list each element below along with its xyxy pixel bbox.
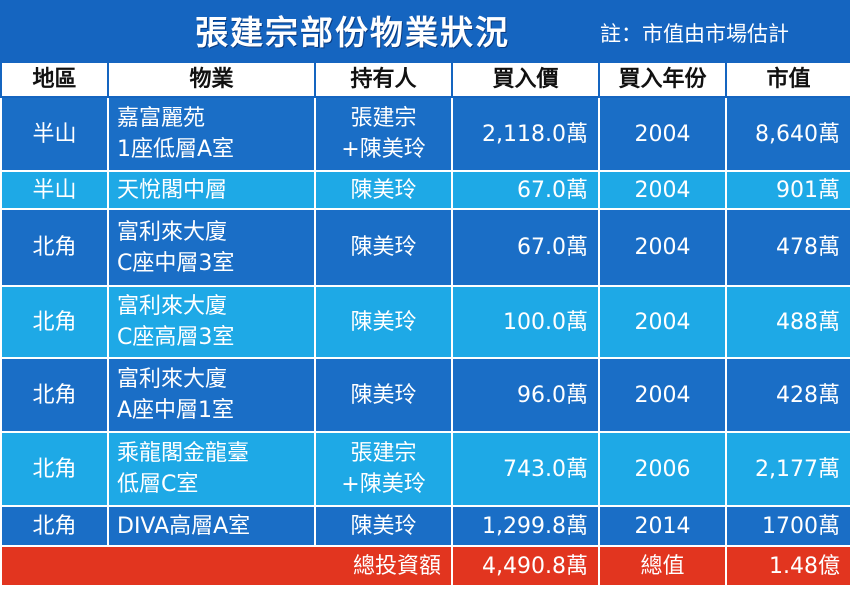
year-cell: 2004 (598, 96, 727, 172)
total-investment-value: 4,490.8萬 (451, 545, 600, 587)
owner-line: 陳美玲 (350, 382, 417, 408)
valuation-note: 註：市值由市場估計 (600, 22, 789, 46)
property-line: DIVA高層A室 (117, 513, 251, 539)
property-line: 富利來大廈 (117, 294, 228, 319)
table-row: 北角 富利來大廈 A座中層1室 陳美玲 96.0萬 2004 428萬 (0, 357, 850, 433)
total-row: 總投資額 4,490.8萬 總值 1.48億 (0, 545, 850, 587)
table-row: 北角 富利來大廈 C座高層3室 陳美玲 100.0萬 2004 488萬 (0, 285, 850, 359)
property-cell: 富利來大廈 A座中層1室 (107, 357, 316, 433)
column-header-value: 市值 (725, 61, 850, 98)
property-line: 1座低層A室 (117, 137, 235, 162)
price-cell: 96.0萬 (451, 357, 600, 433)
owner-line: 陳美玲 (350, 513, 417, 539)
property-line: 乘龍閣金龍臺 (117, 441, 250, 466)
year-cell: 2004 (598, 170, 727, 210)
property-line: 低層C室 (117, 472, 199, 497)
property-line: 嘉富麗苑 (117, 106, 206, 131)
page-title: 張建宗部份物業狀況 (195, 13, 510, 52)
owner-line: +陳美玲 (341, 472, 426, 497)
price-cell: 2,118.0萬 (451, 96, 600, 172)
value-cell: 428萬 (725, 357, 850, 433)
column-header-owner: 持有人 (314, 61, 453, 98)
price-cell: 1,299.8萬 (451, 505, 600, 547)
column-header-price: 買入價 (451, 61, 600, 98)
table-row: 北角 DIVA高層A室 陳美玲 1,299.8萬 2014 1700萬 (0, 505, 850, 547)
value-cell: 478萬 (725, 208, 850, 287)
district-cell: 半山 (0, 170, 109, 210)
property-line: A座中層1室 (117, 398, 235, 423)
owner-cell: 陳美玲 (314, 285, 453, 359)
year-cell: 2014 (598, 505, 727, 547)
owner-cell: 張建宗 +陳美玲 (314, 96, 453, 172)
owner-line: 陳美玲 (350, 235, 417, 260)
total-value-label: 總值 (598, 545, 727, 587)
property-cell: DIVA高層A室 (107, 505, 316, 547)
table-header-row: 地區 物業 持有人 買入價 買入年份 市值 (0, 61, 850, 98)
owner-line: 陳美玲 (350, 309, 417, 335)
column-header-property: 物業 (107, 61, 316, 98)
total-investment-label: 總投資額 (0, 545, 453, 587)
value-cell: 488萬 (725, 285, 850, 359)
owner-cell: 陳美玲 (314, 208, 453, 287)
owner-line: 張建宗 (350, 441, 417, 466)
column-header-year: 買入年份 (598, 61, 727, 98)
owner-cell: 陳美玲 (314, 505, 453, 547)
district-cell: 北角 (0, 505, 109, 547)
owner-cell: 陳美玲 (314, 357, 453, 433)
column-header-district: 地區 (0, 61, 109, 98)
property-line: C座中層3室 (117, 250, 235, 276)
value-cell: 8,640萬 (725, 96, 850, 172)
price-cell: 100.0萬 (451, 285, 600, 359)
property-line: 富利來大廈 (117, 219, 228, 245)
property-cell: 富利來大廈 C座高層3室 (107, 285, 316, 359)
property-cell: 天悅閣中層 (107, 170, 316, 210)
year-cell: 2006 (598, 431, 727, 507)
district-cell: 北角 (0, 285, 109, 359)
owner-cell: 陳美玲 (314, 170, 453, 210)
property-line: 富利來大廈 (117, 367, 228, 392)
table-row: 半山 天悅閣中層 陳美玲 67.0萬 2004 901萬 (0, 170, 850, 210)
year-cell: 2004 (598, 285, 727, 359)
value-cell: 1700萬 (725, 505, 850, 547)
district-cell: 北角 (0, 208, 109, 287)
year-cell: 2004 (598, 208, 727, 287)
property-line: C座高層3室 (117, 325, 235, 350)
table-row: 北角 乘龍閣金龍臺 低層C室 張建宗 +陳美玲 743.0萬 2006 2,17… (0, 431, 850, 507)
owner-line: +陳美玲 (341, 137, 426, 162)
price-cell: 67.0萬 (451, 208, 600, 287)
owner-line: 張建宗 (350, 106, 417, 131)
table-row: 北角 富利來大廈 C座中層3室 陳美玲 67.0萬 2004 478萬 (0, 208, 850, 287)
value-cell: 901萬 (725, 170, 850, 210)
year-cell: 2004 (598, 357, 727, 433)
total-value: 1.48億 (725, 545, 850, 587)
property-cell: 富利來大廈 C座中層3室 (107, 208, 316, 287)
district-cell: 半山 (0, 96, 109, 172)
property-line: 天悅閣中層 (117, 177, 228, 203)
property-table: 地區 物業 持有人 買入價 買入年份 市值 半山 嘉富麗苑 1座低層A室 張建宗… (0, 61, 850, 587)
owner-cell: 張建宗 +陳美玲 (314, 431, 453, 507)
price-cell: 67.0萬 (451, 170, 600, 210)
price-cell: 743.0萬 (451, 431, 600, 507)
district-cell: 北角 (0, 431, 109, 507)
property-cell: 嘉富麗苑 1座低層A室 (107, 96, 316, 172)
value-cell: 2,177萬 (725, 431, 850, 507)
owner-line: 陳美玲 (350, 177, 417, 203)
district-cell: 北角 (0, 357, 109, 433)
table-row: 半山 嘉富麗苑 1座低層A室 張建宗 +陳美玲 2,118.0萬 2004 8,… (0, 96, 850, 172)
title-bar: 張建宗部份物業狀況 註：市值由市場估計 (0, 0, 850, 61)
property-cell: 乘龍閣金龍臺 低層C室 (107, 431, 316, 507)
